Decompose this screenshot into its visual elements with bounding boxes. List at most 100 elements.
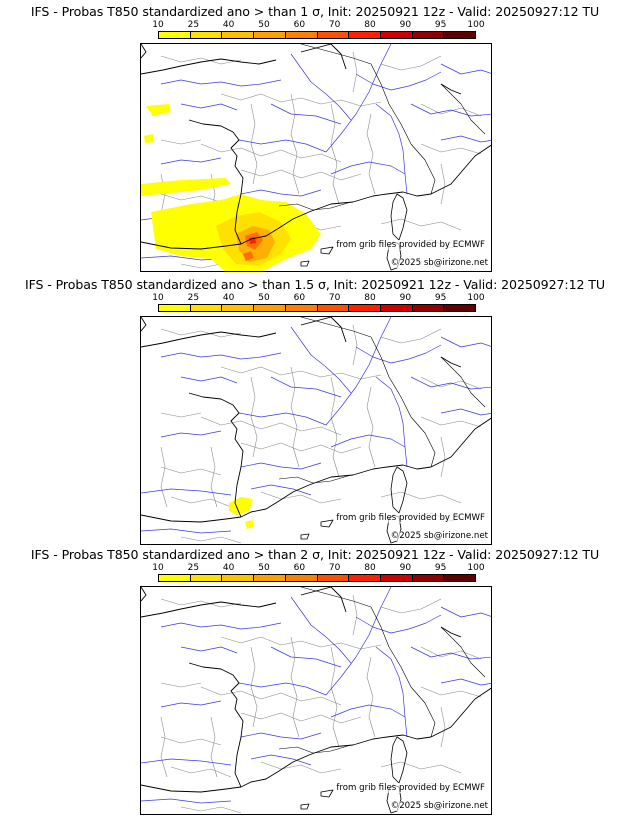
colorbar-swatch xyxy=(222,575,255,581)
colorbar-swatch xyxy=(412,32,445,38)
admin-border xyxy=(170,496,232,508)
colorbar-swatch xyxy=(254,32,286,38)
admin-border xyxy=(420,686,482,698)
colorbar-label: 25 xyxy=(187,20,200,30)
river xyxy=(180,103,238,111)
colorbar-swatch xyxy=(159,575,191,581)
admin-border xyxy=(160,55,242,65)
colorbar-swatch xyxy=(222,305,255,311)
river xyxy=(240,189,322,197)
colorbar-label: 100 xyxy=(467,20,485,30)
national-border xyxy=(370,336,436,468)
copyright-credit: ©2025 sb@irizone.net xyxy=(390,801,488,811)
river xyxy=(375,646,408,738)
river xyxy=(270,103,342,125)
island xyxy=(320,246,334,255)
river xyxy=(290,596,352,664)
admin-border xyxy=(330,376,340,478)
colorbar-swatch xyxy=(380,32,413,38)
colorbar-swatch xyxy=(159,305,191,311)
river xyxy=(440,63,491,75)
river xyxy=(325,317,392,426)
coastline xyxy=(188,662,244,788)
colorbar xyxy=(158,31,476,39)
river xyxy=(375,376,408,468)
coastline xyxy=(330,587,347,613)
admin-border xyxy=(200,143,342,163)
admin-border xyxy=(200,416,342,436)
coastline xyxy=(240,754,310,788)
panel-title: IFS - Probas T850 standardized ano > tha… xyxy=(30,547,600,562)
river xyxy=(325,587,392,696)
coastline xyxy=(330,317,347,343)
prob-area-10 xyxy=(144,134,154,143)
colorbar-label: 50 xyxy=(258,20,270,30)
admin-border xyxy=(160,736,222,746)
island xyxy=(300,803,310,810)
island xyxy=(390,193,408,241)
coastline xyxy=(141,241,242,250)
colorbar-label: 90 xyxy=(399,293,412,303)
admin-border xyxy=(260,491,342,504)
coastline xyxy=(141,44,147,59)
coastline xyxy=(440,626,462,638)
colorbar-swatch xyxy=(317,32,350,38)
colorbar-label: 90 xyxy=(399,20,412,30)
colorbar-swatch xyxy=(285,305,318,311)
coastline xyxy=(440,356,462,368)
coastline xyxy=(141,587,147,602)
admin-border xyxy=(250,646,258,728)
coastline xyxy=(430,687,491,738)
admin-border xyxy=(420,143,482,155)
river xyxy=(375,103,408,195)
coastline xyxy=(141,331,277,348)
river xyxy=(160,622,282,630)
colorbar-label: 40 xyxy=(222,563,235,573)
colorbar-label: 95 xyxy=(434,293,447,303)
river xyxy=(160,430,222,438)
colorbar-label: 100 xyxy=(467,293,485,303)
admin-border xyxy=(160,716,168,778)
island xyxy=(390,736,408,784)
colorbar-swatch xyxy=(349,305,381,311)
river xyxy=(410,646,491,660)
colorbar-label: 40 xyxy=(222,20,235,30)
river xyxy=(355,344,442,364)
coastline xyxy=(300,587,332,596)
river xyxy=(240,462,322,470)
river xyxy=(410,103,491,117)
colorbar-label: 50 xyxy=(258,293,270,303)
coastline xyxy=(141,514,242,523)
panel-title: IFS - Probas T850 standardized ano > tha… xyxy=(24,277,606,292)
admin-border xyxy=(380,55,442,71)
coastline xyxy=(300,317,332,326)
river xyxy=(160,352,282,360)
admin-border xyxy=(220,366,382,380)
map-svg xyxy=(141,44,491,271)
island xyxy=(320,789,334,798)
admin-border xyxy=(170,766,232,778)
admin-border xyxy=(290,636,300,738)
admin-border xyxy=(330,646,340,748)
prob-area-10 xyxy=(245,520,254,529)
river xyxy=(160,79,282,87)
coastline xyxy=(188,392,244,518)
admin-border xyxy=(366,656,376,738)
admin-border xyxy=(240,712,362,724)
island xyxy=(300,260,310,267)
national-border xyxy=(370,63,436,195)
map-frame: from grib files provided by ECMWF ©2025 … xyxy=(140,43,492,272)
copyright-credit: ©2025 sb@irizone.net xyxy=(390,531,488,541)
colorbar-swatch xyxy=(285,575,318,581)
colorbar-swatch xyxy=(222,32,255,38)
map-svg xyxy=(141,587,491,814)
admin-border xyxy=(366,386,376,468)
admin-border xyxy=(160,139,202,145)
river xyxy=(160,157,222,165)
admin-border xyxy=(250,103,258,185)
colorbar-label: 10 xyxy=(152,293,164,303)
river xyxy=(240,732,322,740)
colorbar-label: 70 xyxy=(328,20,341,30)
coastline xyxy=(141,601,277,618)
river xyxy=(238,139,327,153)
